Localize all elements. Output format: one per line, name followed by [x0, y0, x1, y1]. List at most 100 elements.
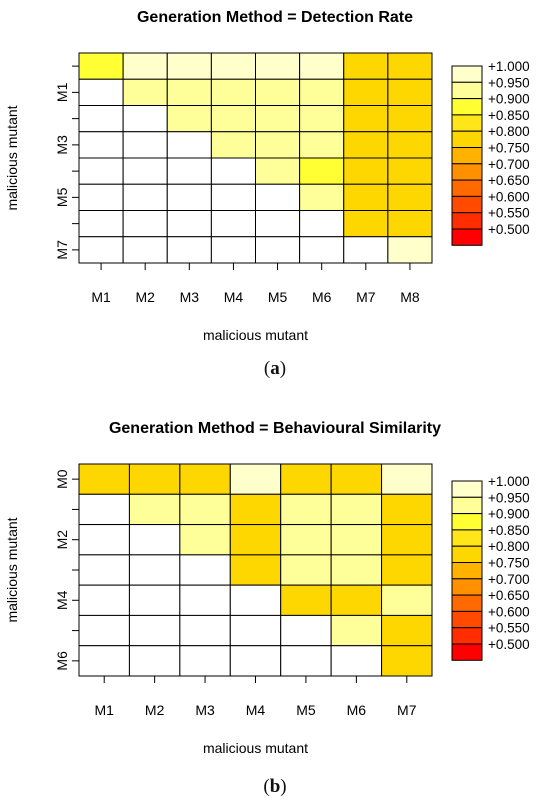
heatmap-cell — [122, 157, 168, 185]
heatmap-cell — [210, 105, 256, 133]
x-tick-label: M7 — [397, 702, 417, 718]
legend-label: +0.850 — [488, 523, 530, 538]
legend-swatch — [451, 562, 483, 580]
x-axis-label: malicious mutant — [203, 740, 308, 756]
heatmap-cell — [78, 78, 124, 106]
x-tick-label: M3 — [180, 289, 200, 305]
legend-swatch — [451, 627, 483, 645]
legend-label: +0.800 — [488, 124, 530, 139]
heatmap-cell — [387, 157, 433, 185]
heatmap-cell — [78, 614, 130, 647]
legend-label: +0.700 — [488, 572, 530, 587]
heatmap-cell — [330, 463, 383, 495]
legend-swatch — [451, 513, 483, 531]
color-legend: +1.000+0.950 +0.900+0.850+0.800 +0.750+0.7… — [451, 474, 530, 661]
heatmap-cell — [299, 210, 345, 238]
legend-label: +0.800 — [488, 539, 530, 554]
legend-swatch — [451, 594, 483, 612]
heatmap-cell — [381, 554, 433, 586]
x-tick-label: M4 — [224, 289, 244, 305]
y-tick-label: M7 — [54, 240, 70, 260]
x-axis-label: malicious mutant — [203, 327, 308, 343]
chart-title: Generation Method = Behavioural Similari… — [109, 420, 441, 437]
heatmap-cell — [122, 131, 168, 159]
legend-swatch — [451, 114, 483, 132]
x-tick-label: M8 — [400, 289, 420, 305]
heatmap-cell — [166, 210, 212, 238]
x-tick-label: M5 — [296, 702, 316, 718]
x-tick-label: M1 — [94, 702, 114, 718]
heatmap-cell — [280, 554, 332, 586]
heatmap-cell — [78, 584, 130, 616]
legend-swatch — [451, 480, 483, 498]
heatmap-cell — [179, 463, 231, 495]
x-tick-label: M3 — [195, 702, 215, 718]
heatmap-cell — [78, 210, 124, 238]
heatmap-cell — [78, 524, 130, 556]
heatmap-cell — [166, 183, 212, 211]
chart-title: Generation Method = Detection Rate — [137, 9, 413, 26]
legend-swatch — [451, 212, 483, 230]
heatmap-cell — [166, 131, 212, 159]
heatmap-cell — [330, 584, 383, 616]
heatmap-cell — [210, 78, 256, 106]
y-tick-label: M5 — [54, 187, 70, 207]
heatmap-cell — [229, 463, 282, 495]
legend-label: +1.000 — [488, 59, 530, 74]
heatmap-cell — [128, 645, 181, 677]
heatmap-cell — [166, 157, 212, 185]
heatmap-cell — [210, 183, 256, 211]
heatmap-cell — [280, 614, 332, 647]
legend-swatch — [451, 643, 483, 661]
heatmap-cell — [343, 210, 389, 238]
heatmap-cell — [128, 554, 181, 586]
legend-label: +0.550 — [488, 206, 530, 221]
legend-label: +0.600 — [488, 604, 530, 619]
heatmap-cell — [330, 645, 383, 677]
heatmap-cell — [255, 131, 301, 159]
heatmap-cell — [255, 52, 301, 80]
y-axis-label: malicious mutant — [4, 517, 20, 622]
heatmap-cell — [122, 236, 168, 264]
heatmap-cell — [122, 183, 168, 211]
legend-label: +1.000 — [488, 474, 530, 489]
x-tick-label: M2 — [145, 702, 165, 718]
heatmap-cell — [381, 614, 433, 647]
x-tick-label: M7 — [356, 289, 376, 305]
x-tick-label: M6 — [347, 702, 367, 718]
heatmap-cell — [122, 210, 168, 238]
heatmap-cell — [381, 584, 433, 616]
heatmap-cell — [387, 131, 433, 159]
heatmap-cell — [229, 493, 282, 526]
heatmap-cell — [229, 524, 282, 556]
legend-label: +0.750 — [488, 141, 530, 156]
y-tick-label: M6 — [54, 651, 70, 671]
heatmap-cell — [179, 493, 231, 526]
heatmap-cell — [381, 493, 433, 526]
legend-swatch — [451, 98, 483, 116]
heatmap-cell — [280, 584, 332, 616]
heatmap-cell — [330, 493, 383, 526]
legend-label: +0.950 — [488, 490, 530, 505]
heatmap-cell — [280, 463, 332, 495]
heatmap-cell — [179, 614, 231, 647]
heatmap-cell — [299, 236, 345, 264]
heatmap-cell — [280, 524, 332, 556]
x-tick-label: M5 — [268, 289, 288, 305]
heatmap-panel-b: Generation Method = Behavioural Similari… — [4, 420, 530, 756]
heatmap-cell — [210, 236, 256, 264]
heatmap-cell — [255, 105, 301, 133]
heatmap-cell — [128, 584, 181, 616]
heatmap-cell — [78, 645, 130, 677]
legend-swatch — [451, 81, 483, 100]
caption-a: (a) — [263, 358, 287, 379]
heatmap-cell — [381, 524, 433, 556]
y-tick-label: M0 — [54, 469, 70, 489]
legend-label: +0.750 — [488, 556, 530, 571]
legend-label: +0.500 — [488, 222, 530, 237]
legend-swatch — [451, 65, 483, 83]
color-legend: +1.000+0.950 +0.900+0.850+0.800 +0.750+0.7… — [451, 59, 530, 246]
heatmap-cell — [128, 493, 181, 526]
legend-swatch — [451, 578, 483, 596]
legend-swatch — [451, 163, 483, 181]
